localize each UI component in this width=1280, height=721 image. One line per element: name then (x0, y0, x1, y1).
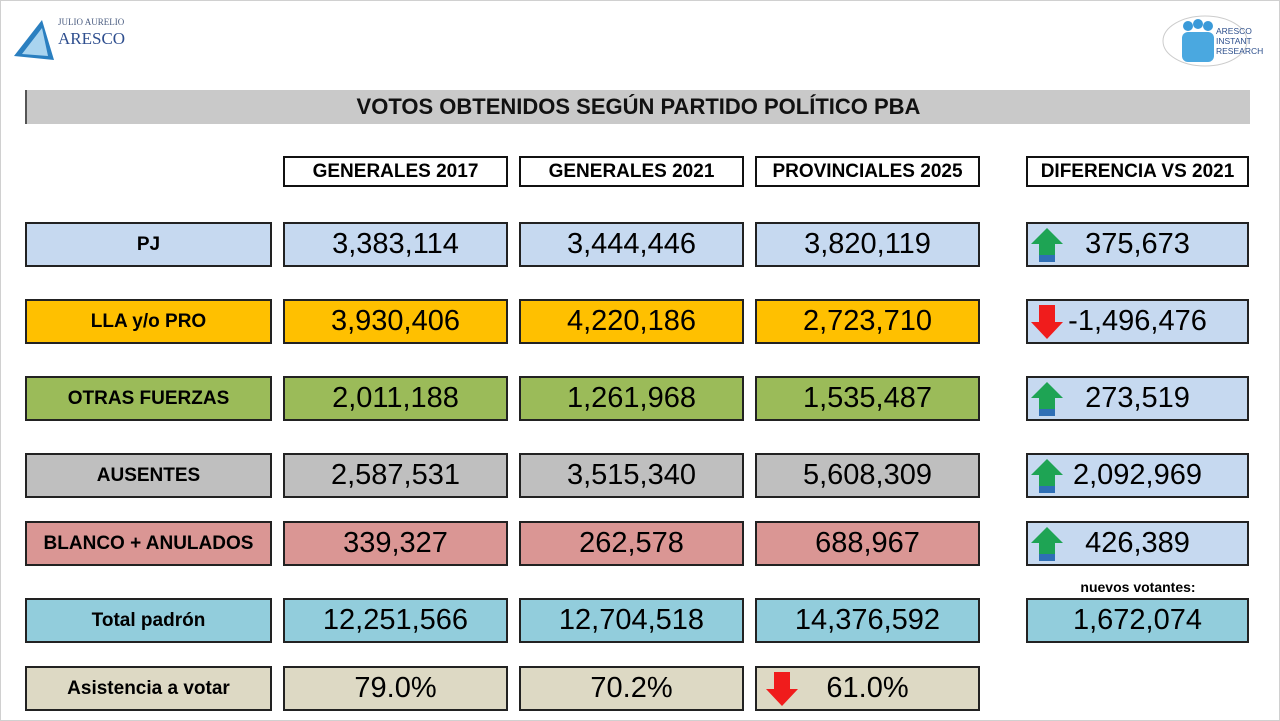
logo-line: ARESCO (1216, 26, 1252, 36)
value-cell: 688,967 (755, 521, 980, 566)
triangle-logo-icon (14, 20, 54, 60)
arrow-up-icon (1031, 459, 1063, 493)
new-voters-label: nuevos votantes: (1080, 579, 1196, 595)
row-label: BLANCO + ANULADOS (25, 521, 272, 566)
row-label: Total padrón (25, 598, 272, 643)
header-generales-2021: GENERALES 2021 (519, 156, 744, 187)
value-cell: 2,723,710 (755, 299, 980, 344)
aresco-instant-research-logo: ARESCO INSTANT RESEARCH (1160, 12, 1270, 70)
value-cell: 339,327 (283, 521, 508, 566)
header-diferencia: DIFERENCIA VS 2021 (1026, 156, 1249, 187)
logo-right-text: ARESCO INSTANT RESEARCH (1216, 26, 1263, 56)
page-title: VOTOS OBTENIDOS SEGÚN PARTIDO POLÍTICO P… (25, 90, 1250, 124)
row-label: OTRAS FUERZAS (25, 376, 272, 421)
diff-cell: 375,673 (1026, 222, 1249, 267)
logo-line: INSTANT (1216, 36, 1252, 46)
arrow-up-icon (1031, 228, 1063, 262)
row-label: LLA y/o PRO (25, 299, 272, 344)
value-cell: 3,444,446 (519, 222, 744, 267)
diff-cell: 1,672,074 (1026, 598, 1249, 643)
arrow-up-icon (1031, 382, 1063, 416)
logo-small-text: JULIO AURELIO (58, 17, 125, 27)
value-cell: 2,587,531 (283, 453, 508, 498)
logo-line: RESEARCH (1216, 46, 1264, 56)
value-cell: 14,376,592 (755, 598, 980, 643)
diff-cell: -1,496,476 (1026, 299, 1249, 344)
value-cell: 262,578 (519, 521, 744, 566)
value-cell: 3,820,119 (755, 222, 980, 267)
header-provinciales-2025: PROVINCIALES 2025 (755, 156, 980, 187)
arrow-up-icon (1031, 527, 1063, 561)
value-cell: 12,704,518 (519, 598, 744, 643)
value-cell: 61.0% (755, 666, 980, 711)
value-cell: 2,011,188 (283, 376, 508, 421)
arrow-down-icon (766, 672, 798, 706)
row-label: Asistencia a votar (25, 666, 272, 711)
header-generales-2017: GENERALES 2017 (283, 156, 508, 187)
row-label: AUSENTES (25, 453, 272, 498)
value-cell: 5,608,309 (755, 453, 980, 498)
people-logo-icon (1162, 15, 1248, 67)
value-cell: 79.0% (283, 666, 508, 711)
arrow-down-icon (1031, 305, 1063, 339)
diff-cell: 2,092,969 (1026, 453, 1249, 498)
value-cell: 3,515,340 (519, 453, 744, 498)
value-cell: 70.2% (519, 666, 744, 711)
logo-big-text: ARESCO (58, 29, 126, 48)
diff-cell: 426,389 (1026, 521, 1249, 566)
value-cell: 1,535,487 (755, 376, 980, 421)
aresco-logo: JULIO AURELIO ARESCO (12, 16, 142, 66)
value-cell: 4,220,186 (519, 299, 744, 344)
diff-cell: 273,519 (1026, 376, 1249, 421)
value-cell: 3,930,406 (283, 299, 508, 344)
value-cell: 3,383,114 (283, 222, 508, 267)
row-label: PJ (25, 222, 272, 267)
value-cell: 12,251,566 (283, 598, 508, 643)
value-cell: 1,261,968 (519, 376, 744, 421)
